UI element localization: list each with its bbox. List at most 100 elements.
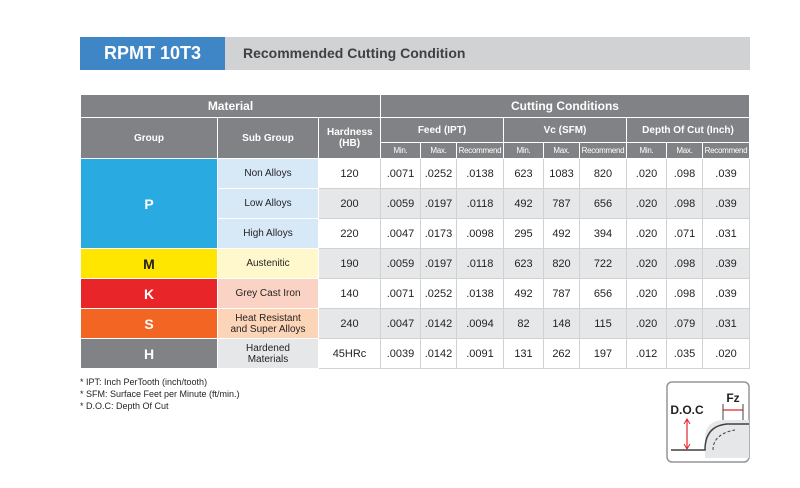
value-cell: .020 xyxy=(702,338,750,369)
sub-column-header: Max. xyxy=(420,142,457,159)
footnote: * IPT: Inch PerTooth (inch/tooth) xyxy=(80,377,208,387)
value-cell: .020 xyxy=(626,218,667,249)
value-cell: .098 xyxy=(666,248,703,279)
condition-header: Depth Of Cut (Inch) xyxy=(626,117,750,143)
sub-group-cell: High Alloys xyxy=(217,218,319,249)
group-cell: M xyxy=(80,248,218,279)
value-cell: 656 xyxy=(579,278,627,309)
value-cell: 492 xyxy=(503,278,544,309)
value-cell: .0197 xyxy=(420,188,457,219)
value-cell: .0047 xyxy=(380,308,421,339)
data-row: High Alloys 220.0047.0173.0098 295 492 394.0… xyxy=(81,218,750,249)
sub-column-header: Recommend xyxy=(702,142,750,159)
value-cell: 197 xyxy=(579,338,627,369)
value-cell: .0173 xyxy=(420,218,457,249)
product-code: RPMT 10T3 xyxy=(80,37,225,70)
header-row: Material Cutting Conditions xyxy=(80,94,750,118)
value-cell: 787 xyxy=(543,188,580,219)
value-cell: .020 xyxy=(626,278,667,309)
fz-label: Fz xyxy=(726,391,739,405)
value-cell: .0039 xyxy=(380,338,421,369)
value-cell: 656 xyxy=(579,188,627,219)
value-cell: .020 xyxy=(626,248,667,279)
data-row: K Grey Cast Iron 140.0071.0252.0138 492 787 6… xyxy=(80,278,750,309)
value-cell: 722 xyxy=(579,248,627,279)
value-cell: .0252 xyxy=(420,278,457,309)
group-cell: P xyxy=(80,158,218,249)
footnote: * SFM: Surface Feet per Minute (ft/min.) xyxy=(80,389,240,399)
value-cell: .0059 xyxy=(380,188,421,219)
header-row: Min. Max. Recommend Min. Max. Recommend Min. Ma… xyxy=(81,142,750,159)
value-cell: 820 xyxy=(543,248,580,279)
value-cell: .039 xyxy=(702,188,750,219)
value-cell: .0098 xyxy=(456,218,504,249)
value-cell: 115 xyxy=(579,308,627,339)
value-cell: .0047 xyxy=(380,218,421,249)
value-cell: .0091 xyxy=(456,338,504,369)
value-cell: 82 xyxy=(503,308,544,339)
value-cell: 262 xyxy=(543,338,580,369)
sub-group-cell: Hardened Materials xyxy=(217,338,319,369)
sub-group-cell: Austenitic xyxy=(217,248,319,279)
value-cell: .012 xyxy=(626,338,667,369)
group-cell: S xyxy=(80,308,218,339)
sub-group-cell: Non Alloys xyxy=(217,158,319,189)
value-cell: 394 xyxy=(579,218,627,249)
sub-column-header: Recommend xyxy=(456,142,504,159)
value-cell: .0138 xyxy=(456,278,504,309)
value-cell: 820 xyxy=(579,158,627,189)
value-cell: .098 xyxy=(666,158,703,189)
column-header: Group xyxy=(80,117,218,159)
sub-column-header: Min. xyxy=(503,142,544,159)
hardness-cell: 190 xyxy=(318,248,381,279)
doc-diagram: D.O.C Fz xyxy=(666,381,750,463)
doc-arrow-heads xyxy=(683,418,691,450)
value-cell: .035 xyxy=(666,338,703,369)
workpiece xyxy=(705,420,749,458)
value-cell: .0197 xyxy=(420,248,457,279)
value-cell: 131 xyxy=(503,338,544,369)
data-row: Low Alloys 200.0059.0197.0118 492 787 656.02… xyxy=(81,188,750,219)
sub-group-cell: Low Alloys xyxy=(217,188,319,219)
hardness-cell: 120 xyxy=(318,158,381,189)
hardness-cell: 140 xyxy=(318,278,381,309)
value-cell: .0118 xyxy=(456,188,504,219)
value-cell: .031 xyxy=(702,308,750,339)
material-header: Material xyxy=(80,94,381,118)
conditions-header: Cutting Conditions xyxy=(380,94,750,118)
data-row: S Heat Resistant and Super Alloys 240.0047… xyxy=(80,308,750,339)
value-cell: .0138 xyxy=(456,158,504,189)
value-cell: .0142 xyxy=(420,308,457,339)
group-cell: K xyxy=(80,278,218,309)
data-row: P Non Alloys 120.0071.0252.0138 623 1083 820.… xyxy=(80,158,750,249)
value-cell: .020 xyxy=(626,188,667,219)
hardness-cell: 45HRc xyxy=(318,338,381,369)
value-cell: 492 xyxy=(543,218,580,249)
cutting-table: Material Cutting Conditions Group Sub Gr… xyxy=(80,94,750,369)
sub-column-header: Recommend xyxy=(579,142,627,159)
value-cell: 787 xyxy=(543,278,580,309)
sub-group-cell: Grey Cast Iron xyxy=(217,278,319,309)
group-cell: H xyxy=(80,338,218,369)
value-cell: .020 xyxy=(626,308,667,339)
value-cell: .0118 xyxy=(456,248,504,279)
value-cell: .079 xyxy=(666,308,703,339)
value-cell: .0094 xyxy=(456,308,504,339)
hardness-cell: 200 xyxy=(318,188,381,219)
value-cell: 492 xyxy=(503,188,544,219)
dashed-path xyxy=(712,429,736,451)
page-title: Recommended Cutting Condition xyxy=(225,37,750,70)
insert-path xyxy=(671,423,749,451)
column-header: Hardness (HB) xyxy=(318,117,381,159)
value-cell: .039 xyxy=(702,278,750,309)
value-cell: 295 xyxy=(503,218,544,249)
sub-group-cell: Heat Resistant and Super Alloys xyxy=(217,308,319,339)
value-cell: .071 xyxy=(666,218,703,249)
value-cell: .0142 xyxy=(420,338,457,369)
value-cell: .098 xyxy=(666,278,703,309)
value-cell: .031 xyxy=(702,218,750,249)
column-header: Sub Group xyxy=(217,117,319,159)
value-cell: .0252 xyxy=(420,158,457,189)
header-row: Group Sub Group Hardness (HB) Feed (IPT)… xyxy=(80,117,750,159)
sub-column-header: Min. xyxy=(380,142,421,159)
